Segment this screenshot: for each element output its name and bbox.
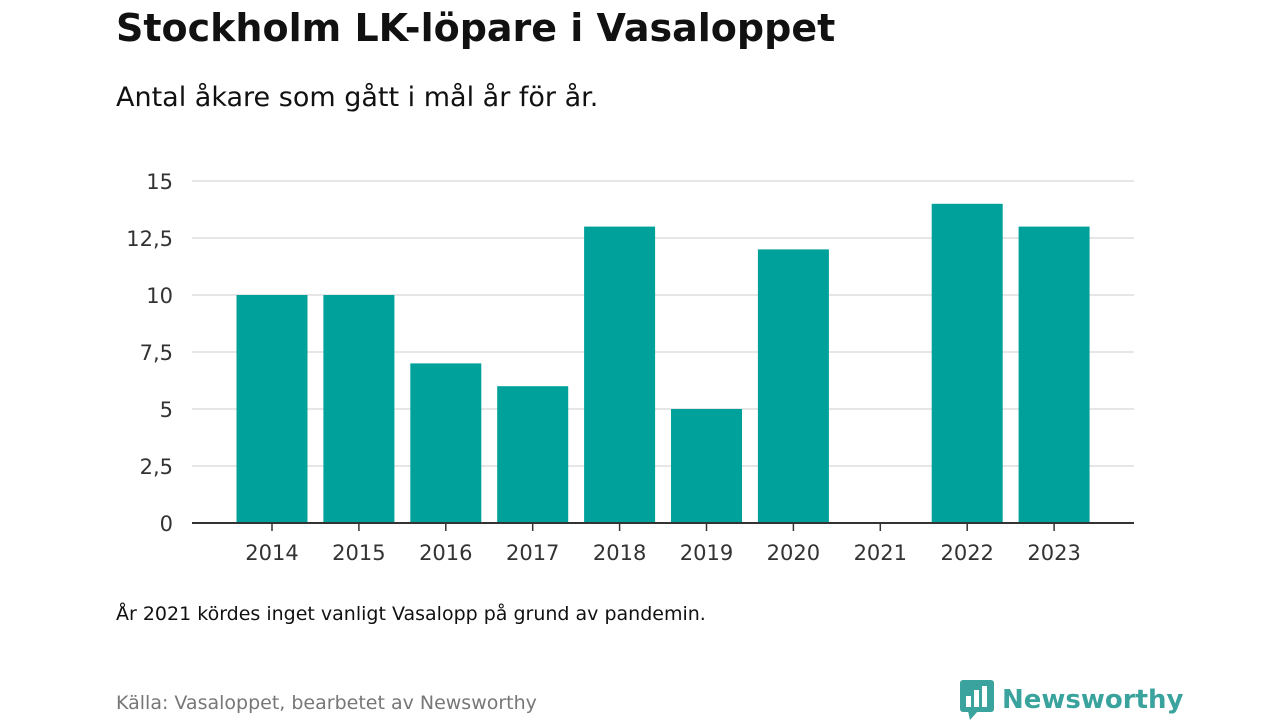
x-tick-label: 2014	[245, 541, 298, 565]
x-tick-label: 2021	[854, 541, 907, 565]
x-tick-label: 2017	[506, 541, 559, 565]
y-tick-label: 5	[160, 398, 173, 422]
x-axis-ticks: 2014 2015 2016 2017 2018 2019 2020 2021 2022 2023	[245, 523, 1081, 565]
y-tick-label: 15	[146, 170, 173, 194]
bars	[236, 203, 1090, 524]
chart-title: Stockholm LK-löpare i Vasaloppet	[116, 6, 836, 50]
bar-2014[interactable]	[236, 295, 308, 523]
bar-2022[interactable]	[931, 203, 1003, 524]
newsworthy-logo-icon	[960, 680, 994, 720]
y-tick-label: 12,5	[126, 227, 173, 251]
x-tick-label: 2015	[332, 541, 385, 565]
bar-2019[interactable]	[671, 409, 742, 523]
brand-name: Newsworthy	[1002, 685, 1184, 715]
x-tick-label: 2016	[419, 541, 472, 565]
y-axis-ticks: 0 2,5 5 7,5 10 12,5 15	[126, 170, 173, 536]
bar-2023[interactable]	[1018, 226, 1090, 523]
bar-2017[interactable]	[497, 386, 569, 523]
bar-2016[interactable]	[410, 363, 482, 523]
bar-2018[interactable]	[584, 226, 656, 523]
y-tick-label: 0	[160, 512, 173, 536]
y-tick-label: 10	[146, 284, 173, 308]
x-tick-label: 2020	[767, 541, 820, 565]
source-text: Källa: Vasaloppet, bearbetet av Newswort…	[116, 692, 537, 714]
brand-logo[interactable]: Newsworthy	[960, 680, 1183, 720]
bar-2015[interactable]	[323, 295, 395, 523]
chart-subtitle: Antal åkare som gått i mål år för år.	[116, 82, 599, 113]
x-tick-label: 2022	[940, 541, 993, 565]
y-tick-label: 2,5	[140, 455, 173, 479]
footnote: År 2021 kördes inget vanligt Vasalopp på…	[116, 603, 706, 625]
y-tick-label: 7,5	[140, 341, 173, 365]
x-tick-label: 2023	[1027, 541, 1080, 565]
bar-2020[interactable]	[757, 249, 829, 523]
x-tick-label: 2018	[593, 541, 646, 565]
x-tick-label: 2019	[680, 541, 733, 565]
